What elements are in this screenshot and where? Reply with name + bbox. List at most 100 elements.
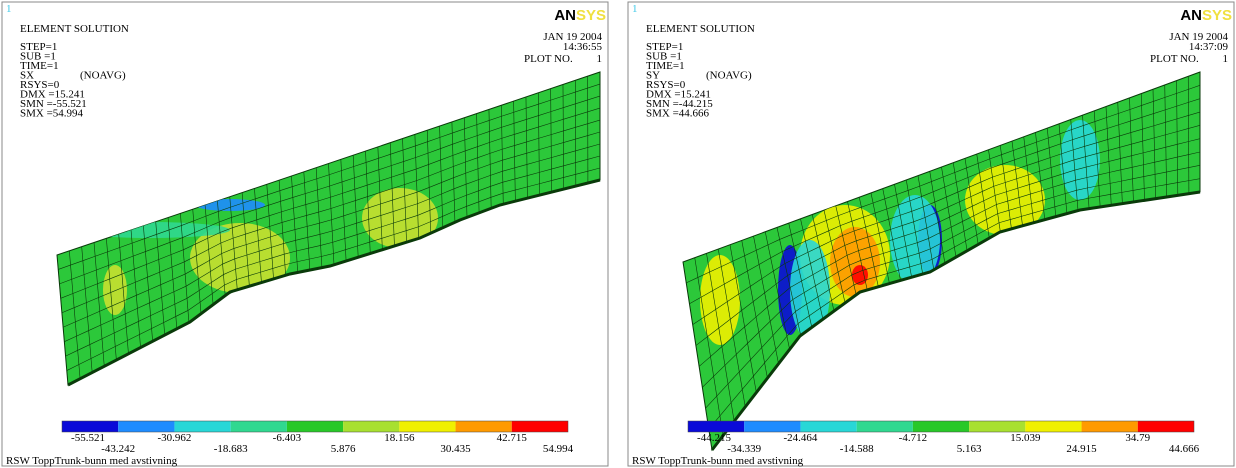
- mesh-line: [180, 213, 190, 323]
- mesh-line: [402, 138, 407, 243]
- mesh-edge: [67, 178, 601, 387]
- legend-label: 54.994: [543, 443, 574, 455]
- plot-number: 1: [597, 53, 603, 65]
- mesh-line: [106, 238, 117, 361]
- legend-label: 44.666: [1169, 443, 1200, 455]
- mesh-line: [229, 196, 238, 290]
- logo: ANSYS: [554, 7, 606, 24]
- mesh-line: [708, 178, 1200, 430]
- info-line: SMN =-55.521: [20, 98, 87, 110]
- legend-band: [174, 421, 231, 432]
- legend-band: [62, 421, 119, 432]
- mesh-line: [525, 96, 528, 199]
- footer: RSW ToppTrunk-bunn med avstivning: [6, 455, 178, 467]
- mesh-line: [59, 95, 600, 285]
- legend-label: 18.156: [384, 432, 415, 444]
- legend-label: -18.683: [214, 443, 248, 455]
- mesh-line: [217, 200, 226, 296]
- mesh-line: [377, 146, 383, 250]
- mesh-line: [476, 113, 480, 213]
- mesh-line: [426, 130, 432, 234]
- contour-region: [830, 227, 880, 297]
- legend-band: [912, 421, 970, 432]
- date: JAN 19 2004: [543, 31, 602, 43]
- legend-label: -6.403: [273, 432, 302, 444]
- averaging: (NOAVG): [706, 70, 752, 82]
- mesh-line: [192, 209, 202, 314]
- mesh-line: [686, 85, 1200, 284]
- contour-region: [190, 223, 290, 293]
- mesh-line: [1187, 76, 1190, 194]
- mesh-line: [66, 167, 600, 371]
- mesh-line: [488, 109, 492, 209]
- averaging: (NOAVG): [80, 70, 126, 82]
- mesh-line: [894, 184, 912, 278]
- info-line: RSYS=0: [20, 79, 60, 91]
- legend-label: 34.79: [1125, 432, 1150, 444]
- mesh-line: [988, 149, 1001, 232]
- mesh-line: [741, 240, 768, 379]
- info-line: SMX =54.994: [20, 108, 84, 120]
- mesh-line: [870, 192, 890, 284]
- time: 14:37:09: [1189, 41, 1229, 53]
- legend-label: 42.715: [497, 432, 528, 444]
- legend-band: [286, 421, 344, 432]
- legend-band: [455, 421, 512, 432]
- plot-label: PLOT NO.: [1150, 53, 1199, 65]
- legend-band: [1137, 421, 1194, 432]
- mesh-line: [241, 192, 250, 287]
- legend-band: [1081, 421, 1138, 432]
- window-index: 1: [632, 3, 638, 15]
- legend-band: [1025, 421, 1082, 432]
- legend-label: -44.215: [697, 432, 731, 444]
- mesh-line: [835, 205, 857, 295]
- mesh-line: [143, 225, 153, 342]
- legend-label: -34.339: [727, 443, 761, 455]
- legend-band: [744, 421, 801, 432]
- mesh-line: [1164, 84, 1168, 197]
- mesh-line: [776, 227, 802, 336]
- mesh-line: [764, 231, 790, 350]
- mesh-line: [500, 105, 504, 205]
- mesh-edge: [710, 190, 1201, 451]
- legend-label: -14.588: [840, 443, 874, 455]
- mesh-line: [694, 257, 724, 436]
- mesh-line: [513, 101, 516, 202]
- mesh-line: [695, 125, 1200, 346]
- legend-label: 30.435: [440, 443, 471, 455]
- mesh-line: [439, 126, 444, 228]
- mesh-line: [847, 201, 868, 290]
- mesh-line: [463, 117, 468, 218]
- mesh-line: [964, 158, 979, 245]
- mesh-line: [1129, 97, 1134, 202]
- legend-label: -55.521: [71, 432, 105, 444]
- result-title: ELEMENT SOLUTION: [646, 23, 755, 35]
- mesh-line: [130, 230, 141, 348]
- legend-label: -4.712: [899, 432, 927, 444]
- mesh-line: [1070, 119, 1079, 211]
- mesh-line: [550, 88, 552, 193]
- window-index: 1: [6, 3, 12, 15]
- time: 14:36:55: [563, 41, 603, 53]
- contour-region: [103, 265, 127, 315]
- mesh-line: [941, 166, 957, 258]
- mesh-line: [823, 210, 846, 303]
- mesh-line: [717, 248, 746, 407]
- panel-frame: [1, 1, 609, 467]
- mesh-line: [93, 242, 105, 367]
- logo: ANSYS: [1180, 7, 1232, 24]
- mesh-line: [537, 92, 540, 196]
- mesh-line: [340, 159, 347, 262]
- footer: RSW ToppTrunk-bunn med avstivning: [632, 455, 804, 467]
- mesh-line: [118, 234, 129, 354]
- mesh-line: [81, 246, 93, 373]
- mesh-line: [788, 223, 813, 328]
- legend-band: [399, 421, 456, 432]
- mesh-line: [858, 197, 879, 287]
- mesh-line: [365, 151, 371, 254]
- mesh-line: [811, 214, 835, 312]
- logo-sys: SYS: [1202, 7, 1232, 24]
- legend-band: [688, 421, 745, 432]
- mesh-line: [575, 80, 577, 187]
- mesh-line: [929, 171, 946, 264]
